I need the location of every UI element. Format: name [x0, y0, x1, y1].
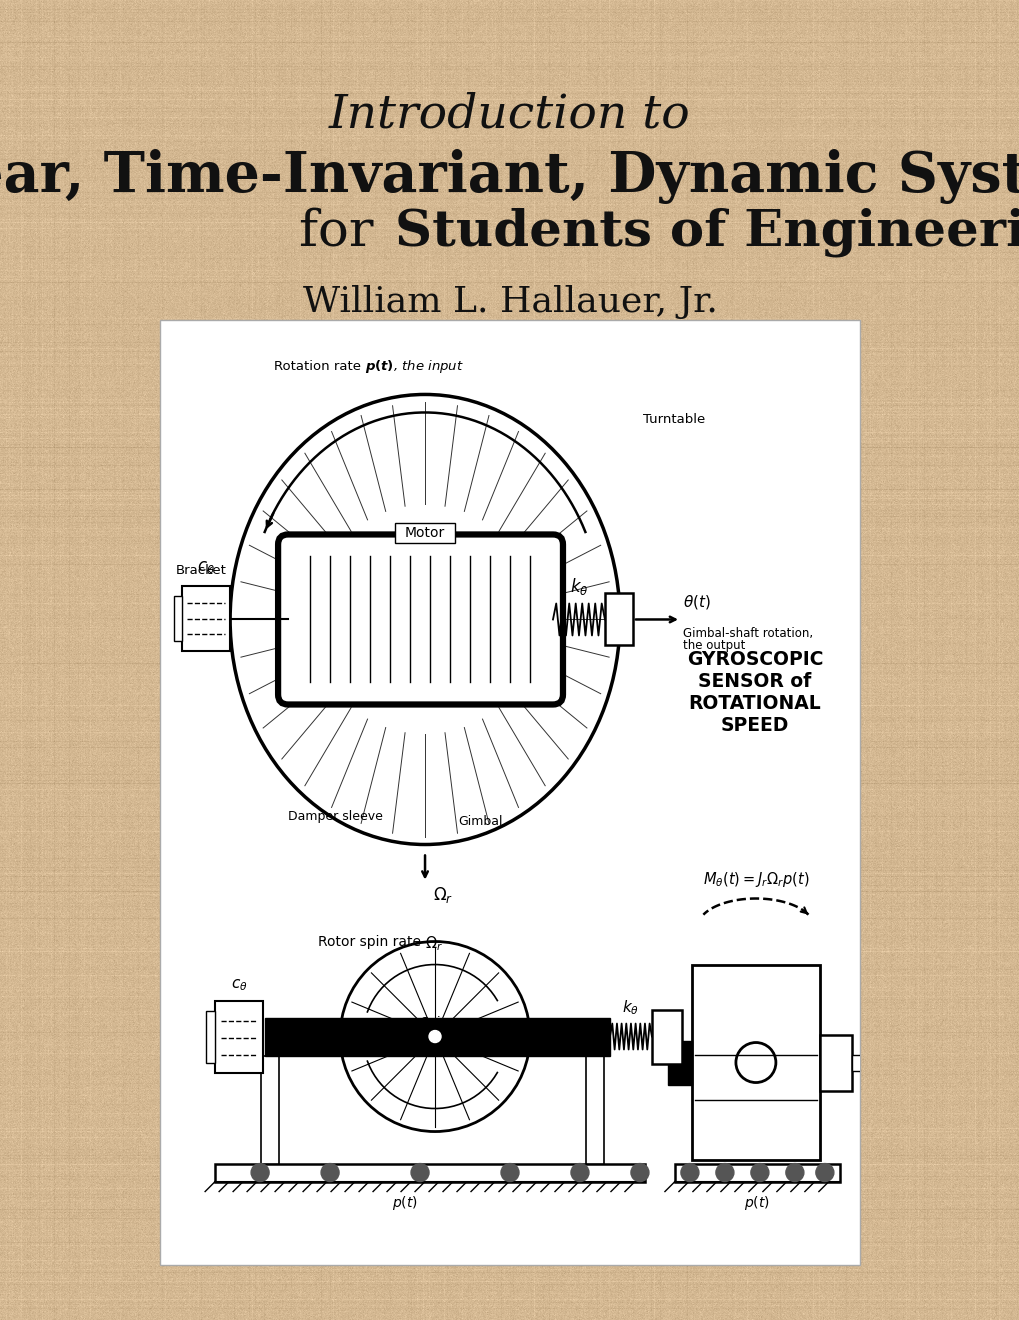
Text: $k_\theta$: $k_\theta$	[622, 998, 639, 1016]
Text: Rotation rate: Rotation rate	[273, 360, 365, 374]
Text: Bracket: Bracket	[175, 565, 226, 577]
Bar	[819, 1035, 851, 1090]
Bar	[691, 965, 819, 1159]
Text: $p(t)$: $p(t)$	[391, 1193, 418, 1212]
Circle shape	[500, 1163, 519, 1181]
Text: Damper sleeve: Damper sleeve	[287, 809, 382, 822]
Bar	[206, 1011, 215, 1063]
Bar	[265, 1018, 609, 1056]
Bar	[651, 1010, 682, 1064]
Text: $\boldsymbol{J_r}$: $\boldsymbol{J_r}$	[435, 1032, 447, 1048]
Text: the output: the output	[683, 639, 745, 652]
Bar	[160, 319, 859, 1265]
Bar	[261, 1056, 279, 1163]
Text: Introduction to: Introduction to	[329, 92, 690, 137]
Text: Linear, Time-Invariant, Dynamic Systems: Linear, Time-Invariant, Dynamic Systems	[0, 149, 1019, 205]
Bar	[182, 586, 230, 652]
Bar	[585, 1056, 603, 1163]
Circle shape	[750, 1163, 768, 1181]
Text: Rotor spin rate: Rotor spin rate	[317, 935, 425, 949]
Text: Gimbal: Gimbal	[458, 814, 501, 828]
Circle shape	[321, 1163, 338, 1181]
Text: $\theta(t)$: $\theta(t)$	[683, 594, 710, 611]
Text: Spin: Spin	[420, 1016, 449, 1030]
Text: for: for	[299, 207, 389, 256]
Text: William L. Hallauer, Jr.: William L. Hallauer, Jr.	[303, 285, 716, 319]
Text: GYROSCOPIC: GYROSCOPIC	[686, 649, 822, 669]
Text: $\boldsymbol{\Omega_r}$: $\boldsymbol{\Omega_r}$	[425, 935, 442, 953]
Bar	[675, 1163, 839, 1181]
Text: $c_\theta$: $c_\theta$	[230, 977, 248, 993]
Text: Gimbal-shaft rotation,: Gimbal-shaft rotation,	[683, 627, 812, 640]
Text: SENSOR of: SENSOR of	[698, 672, 811, 690]
Circle shape	[631, 1163, 648, 1181]
Bar	[851, 1055, 863, 1071]
Text: SPEED: SPEED	[720, 715, 789, 735]
Text: $p(t)$: $p(t)$	[743, 1193, 769, 1212]
Text: $\boldsymbol{p(t)}$, the input: $\boldsymbol{p(t)}$, the input	[365, 358, 464, 375]
Bar	[667, 1040, 691, 1085]
Bar	[174, 597, 182, 642]
Text: inertia: inertia	[387, 1034, 435, 1047]
Circle shape	[715, 1163, 734, 1181]
Text: Turntable: Turntable	[642, 413, 704, 426]
Circle shape	[681, 1163, 698, 1181]
Circle shape	[571, 1163, 588, 1181]
Circle shape	[815, 1163, 834, 1181]
Circle shape	[785, 1163, 803, 1181]
Circle shape	[251, 1163, 269, 1181]
Text: Students of Engineering: Students of Engineering	[394, 207, 1019, 257]
Bar	[215, 1001, 263, 1073]
Text: $c_\theta$: $c_\theta$	[197, 558, 215, 577]
Circle shape	[429, 1031, 440, 1043]
Circle shape	[411, 1163, 429, 1181]
Bar	[604, 594, 633, 645]
Bar	[394, 524, 454, 544]
Text: $M_\theta(t) = J_r\Omega_r p(t)$: $M_\theta(t) = J_r\Omega_r p(t)$	[702, 870, 808, 888]
Text: $k_\theta$: $k_\theta$	[570, 577, 588, 598]
Text: Motor: Motor	[405, 527, 444, 540]
Bar	[215, 1163, 644, 1181]
Text: ROTATIONAL: ROTATIONAL	[688, 694, 820, 713]
FancyBboxPatch shape	[278, 535, 562, 705]
Text: $\Omega_r$: $\Omega_r$	[433, 884, 452, 904]
